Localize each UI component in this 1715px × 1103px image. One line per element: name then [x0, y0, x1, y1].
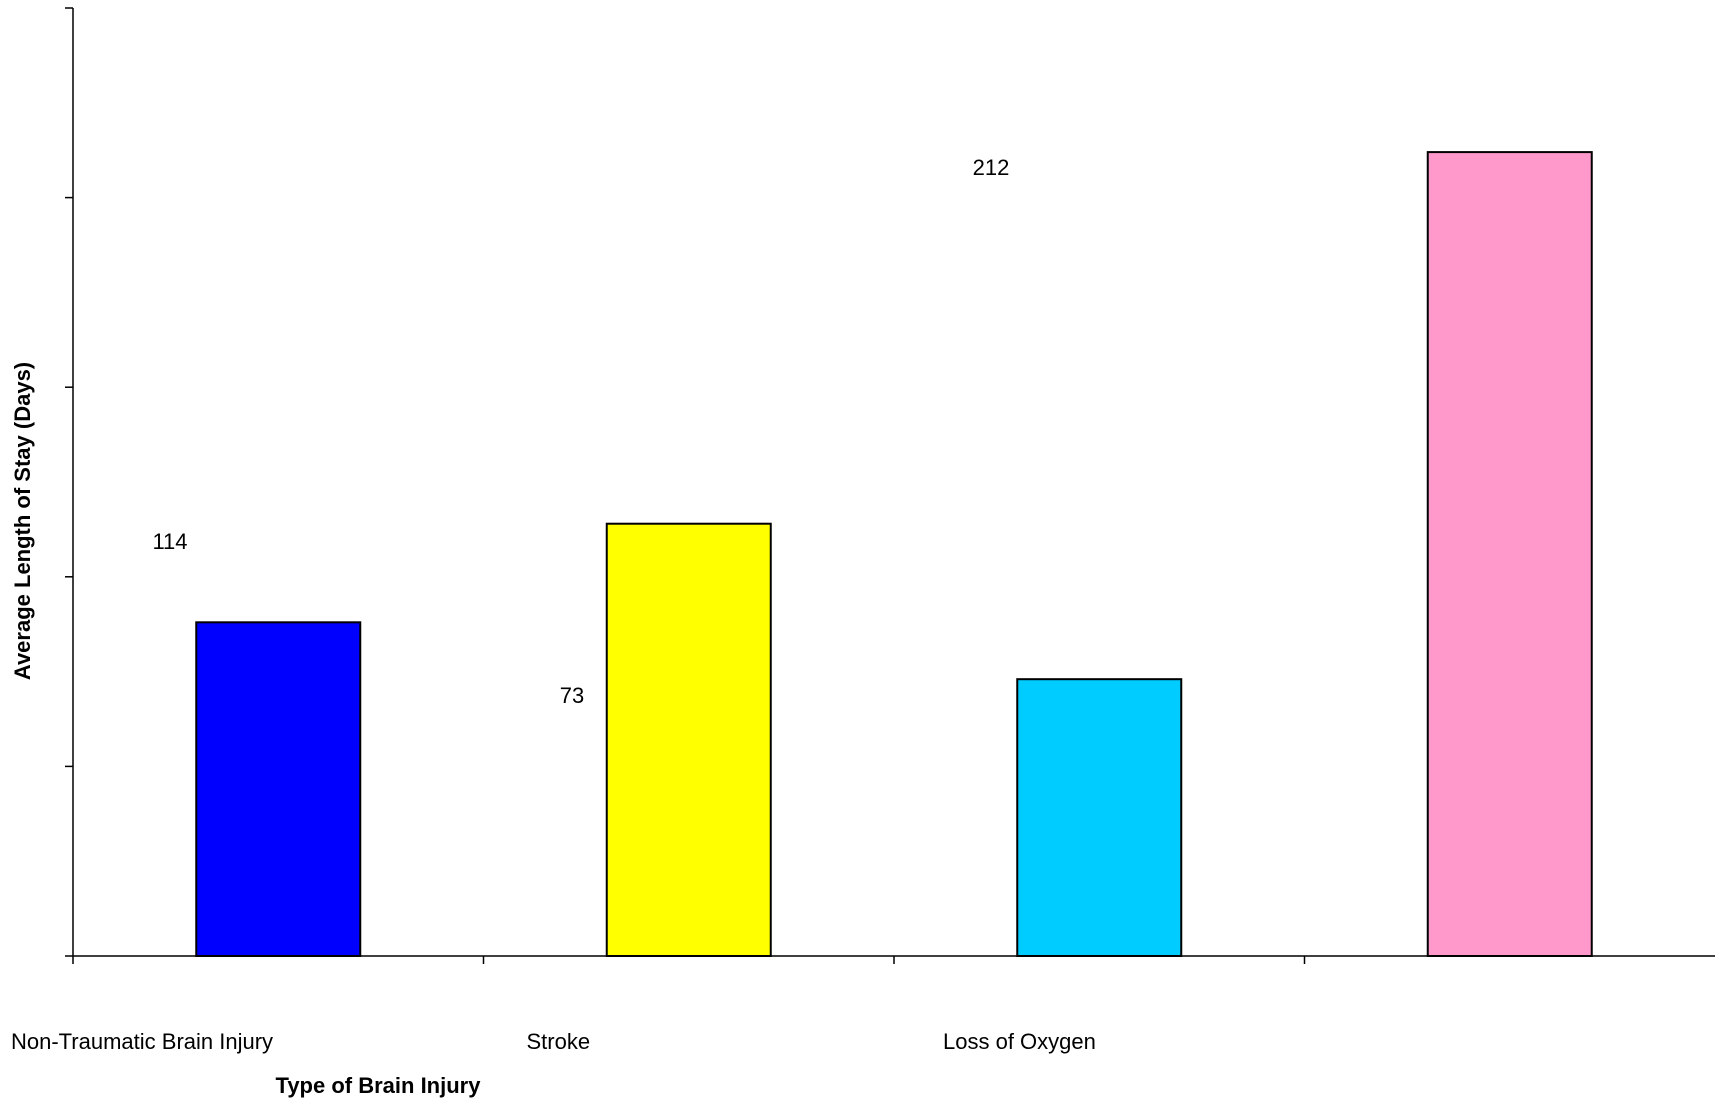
- x-axis-ticks: [72, 956, 1306, 964]
- bar: [195, 621, 362, 958]
- data-label: 73: [560, 683, 584, 708]
- y-axis-ticks: [65, 7, 73, 957]
- data-label: 114: [152, 529, 187, 554]
- category-label: Loss of Oxygen: [943, 1029, 1096, 1054]
- x-axis-title: Type of Brain Injury: [276, 1073, 482, 1098]
- bar: [1016, 678, 1183, 958]
- bar: [1426, 151, 1593, 957]
- category-labels: Non-Traumatic Brain Injury Stroke Loss of …: [11, 1029, 1096, 1054]
- bar: [605, 522, 772, 957]
- bars: [195, 151, 1593, 958]
- data-label: 212: [973, 155, 1010, 180]
- category-label: Non-Traumatic Brain Injury: [11, 1029, 273, 1054]
- category-label: Stroke: [527, 1029, 591, 1054]
- y-axis-title: Average Length of Stay (Days): [10, 362, 35, 680]
- data-labels: 114 73 212: [152, 155, 1009, 708]
